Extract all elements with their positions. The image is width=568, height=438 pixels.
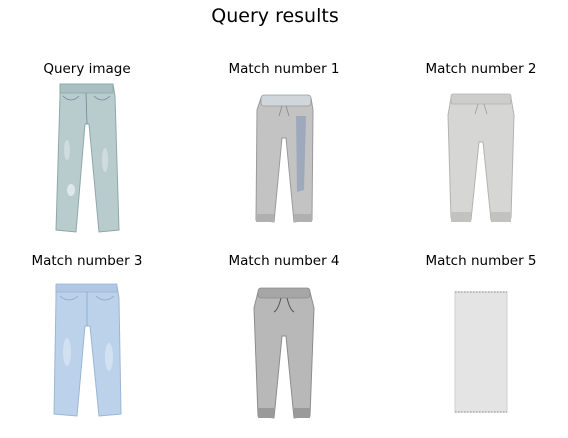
jogger-pants-image bbox=[224, 80, 344, 234]
match-5-image bbox=[421, 272, 541, 426]
match-2-image bbox=[421, 80, 541, 234]
panel-title: Match number 2 bbox=[425, 61, 537, 77]
match-4-image bbox=[224, 272, 344, 426]
figure-title: Query results bbox=[211, 5, 339, 27]
jeans-image bbox=[27, 80, 147, 234]
jogger-pants-image bbox=[421, 80, 541, 234]
panel-title: Query image bbox=[43, 61, 131, 77]
match-3-image bbox=[27, 272, 147, 426]
panel-title: Match number 3 bbox=[31, 253, 143, 269]
panel-title: Match number 1 bbox=[228, 61, 340, 77]
towel-image bbox=[421, 272, 541, 426]
jeans-image bbox=[27, 272, 147, 426]
query-image bbox=[27, 80, 147, 234]
panel-title: Match number 5 bbox=[425, 253, 537, 269]
panel-title: Match number 4 bbox=[228, 253, 340, 269]
match-1-image bbox=[224, 80, 344, 234]
sweatpants-image bbox=[224, 272, 344, 426]
